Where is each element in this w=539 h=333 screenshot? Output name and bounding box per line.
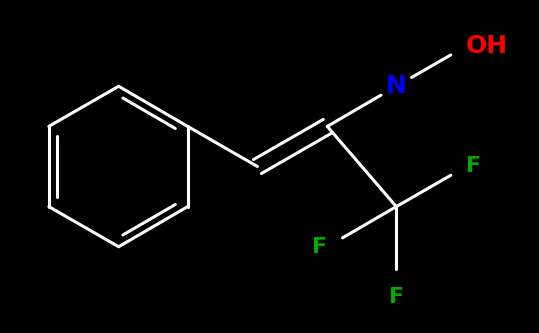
Text: F: F [312, 237, 327, 257]
Text: F: F [389, 287, 404, 307]
Text: N: N [386, 74, 407, 98]
Text: OH: OH [466, 34, 508, 58]
Text: F: F [466, 157, 481, 176]
